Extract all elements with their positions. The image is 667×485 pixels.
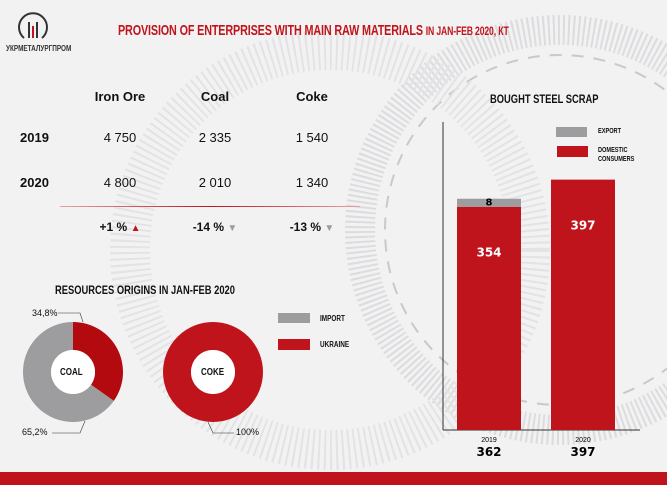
- cell: 4 800: [103, 175, 137, 190]
- bar-domestic-2019: [457, 206, 521, 430]
- cell: 1 340: [295, 175, 329, 190]
- total-2020: 397: [570, 445, 595, 459]
- coal-center-label: COAL: [60, 367, 83, 378]
- legend-import-swatch: [278, 313, 310, 323]
- cell: 1 540: [295, 130, 329, 145]
- x-tick-2020: 2020: [575, 437, 591, 444]
- coal-import-label: 65,2%: [22, 427, 48, 437]
- legend-export-swatch: [556, 127, 587, 137]
- arrow-down-icon: ▼: [227, 223, 238, 234]
- legend-export: EXPORT: [598, 128, 622, 135]
- total-2019: 362: [476, 445, 501, 459]
- label-domestic-2019: 354: [476, 246, 501, 260]
- col-header-iron-ore: Iron Ore: [94, 89, 146, 104]
- x-tick-2019: 2019: [481, 437, 497, 444]
- coke-center-label: COKE: [201, 367, 225, 378]
- label-export-2019: 8: [486, 198, 493, 209]
- cell: 2 335: [198, 130, 232, 145]
- legend-domestic: DOMESTIC CONSUMERS: [598, 147, 635, 163]
- divider: [60, 206, 360, 207]
- bar-domestic-2020: [551, 179, 615, 430]
- coal-hole: [51, 350, 95, 394]
- col-header-coal: Coal: [200, 89, 230, 104]
- legend-domestic-swatch: [557, 146, 588, 157]
- legend-ukraine-swatch: [278, 339, 310, 350]
- scrap-title: BOUGHT STEEL SCRAP: [490, 92, 599, 106]
- footer-bar: [0, 472, 667, 485]
- row-year-2019: 2019: [20, 130, 49, 145]
- bar-export-2019: [457, 198, 521, 207]
- coke-ukraine-label: 100%: [236, 427, 260, 437]
- coke-hole: [191, 350, 235, 394]
- leader-line: [58, 312, 84, 323]
- arrow-up-icon: ▲: [130, 223, 141, 234]
- coal-slice: [73, 322, 123, 401]
- coke-slice: [163, 322, 263, 422]
- page-title: PROVISION OF ENTERPRISES WITH MAIN RAW M…: [118, 22, 509, 39]
- origins-title: RESOURCES ORIGINS IN JAN-FEB 2020: [55, 283, 235, 297]
- coal-ukraine-label: 34,8%: [32, 308, 58, 318]
- col-header-coke: Coke: [296, 89, 328, 104]
- leader-line: [52, 420, 86, 434]
- logo-text: УКРМЕТАЛУРГПРОМ: [6, 44, 72, 53]
- leader-line: [207, 421, 234, 434]
- coal-slice: [22, 322, 114, 422]
- label-domestic-2020: 397: [570, 219, 595, 233]
- legend-import: IMPORT: [320, 314, 345, 323]
- change-coke: -13 % ▼: [289, 220, 335, 234]
- logo-icon: [18, 12, 48, 39]
- cell: 2 010: [198, 175, 232, 190]
- change-coal: -14 % ▼: [192, 220, 238, 234]
- change-iron-ore: +1 % ▲: [99, 220, 141, 234]
- cell: 4 750: [103, 130, 137, 145]
- arrow-down-icon: ▼: [324, 223, 335, 234]
- legend-ukraine: UKRAINE: [320, 340, 350, 349]
- row-year-2020: 2020: [20, 175, 49, 190]
- donut-charts: [22, 312, 263, 434]
